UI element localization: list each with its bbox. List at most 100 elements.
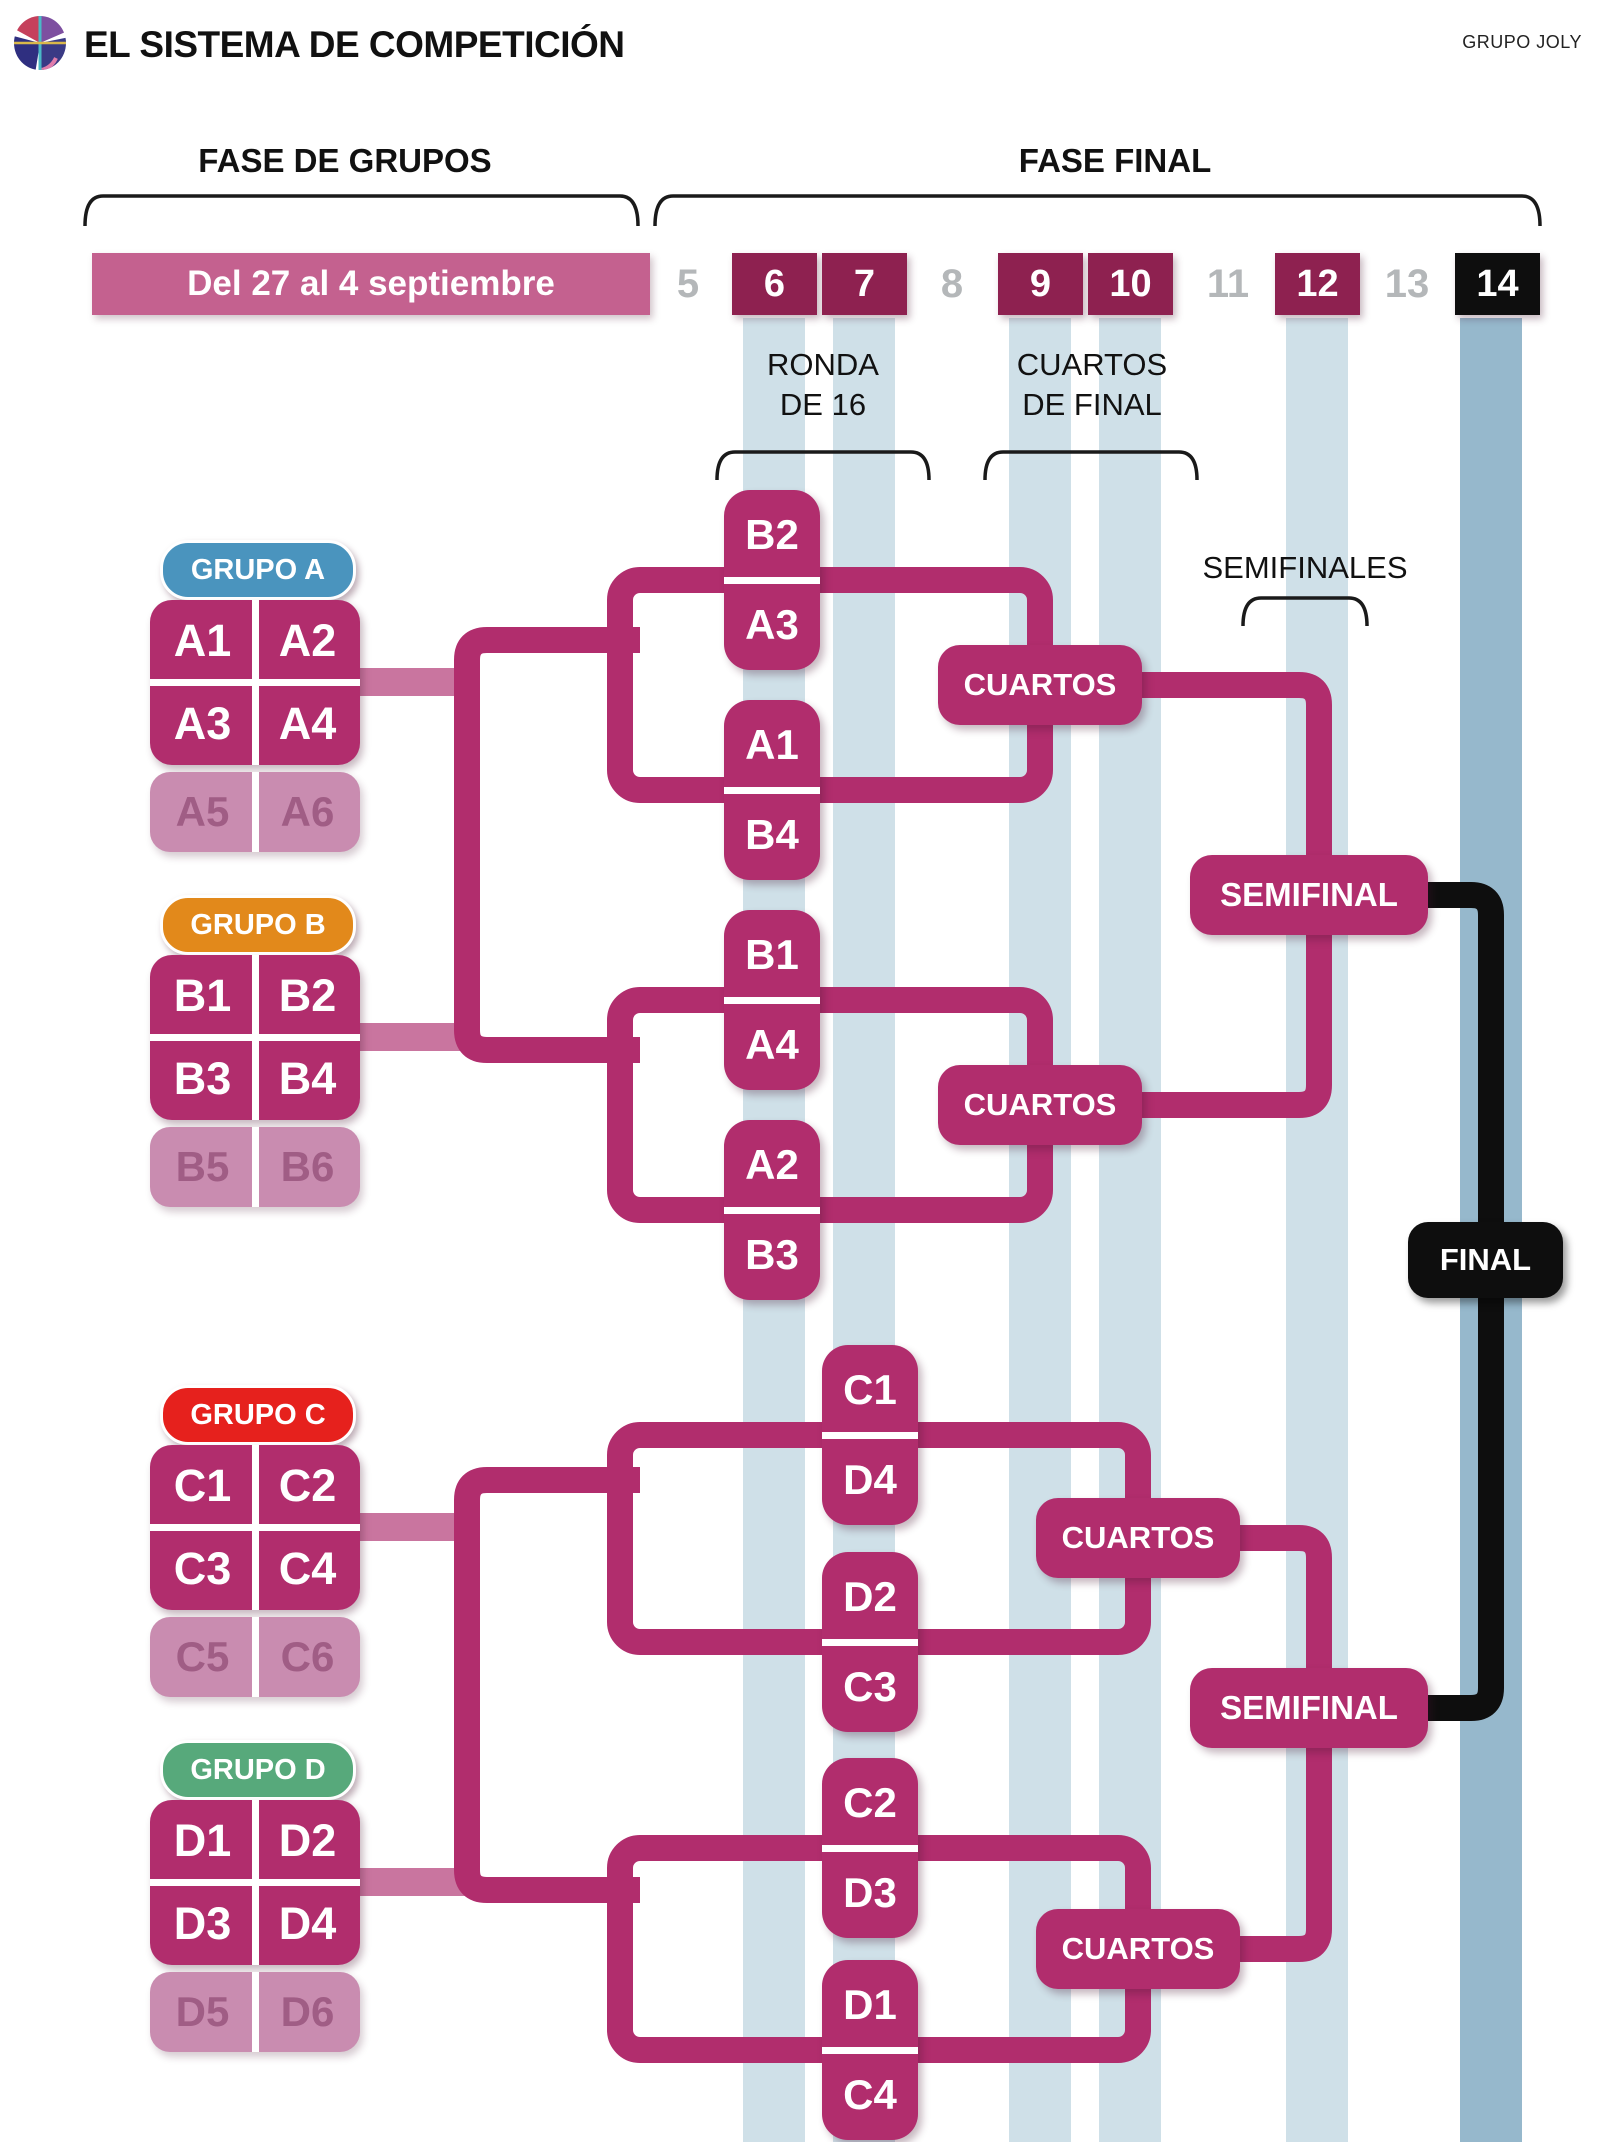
- quarterfinals-line1: CUARTOS: [1016, 347, 1168, 382]
- team-cell: B2: [278, 970, 337, 1022]
- day-8: 8: [940, 261, 964, 306]
- team-cell: B3: [173, 1052, 232, 1104]
- r16-match-5: C1 D4: [822, 1345, 918, 1525]
- grid-divider: [251, 1445, 259, 1610]
- team-cell: B4: [278, 1052, 337, 1104]
- match-divider: [724, 576, 820, 584]
- team-cell: B1: [173, 970, 232, 1022]
- phase-groups-heading: FASE DE GRUPOS: [198, 142, 492, 179]
- r16-team: A1: [745, 721, 799, 768]
- quarterfinal-node-1: CUARTOS: [938, 645, 1142, 725]
- r16-match-6: D2 C3: [822, 1552, 918, 1732]
- quarterfinal-node-4: CUARTOS: [1036, 1909, 1240, 1989]
- grid-divider: [251, 600, 259, 765]
- round-of-16-line2: DE 16: [779, 387, 867, 422]
- grid-divider: [251, 955, 259, 1120]
- semifinal-node-2: SEMIFINAL: [1190, 1668, 1428, 1748]
- match-divider: [724, 786, 820, 794]
- day-14: 14: [1455, 253, 1540, 315]
- r16-team: B1: [745, 931, 799, 978]
- eliminated-cell: A5: [175, 788, 230, 835]
- group-d-eliminated: D5 D6: [150, 1972, 360, 2052]
- day-13: 13: [1384, 261, 1430, 306]
- day-6: 6: [732, 253, 817, 315]
- group-d-box: D1 D2 D3 D4: [150, 1800, 360, 1965]
- team-cell: D1: [173, 1815, 232, 1867]
- r16-team: D1: [843, 1981, 897, 2028]
- round-of-16-line1: RONDA: [767, 347, 879, 382]
- team-cell: C3: [173, 1542, 232, 1594]
- match-divider: [822, 2046, 918, 2054]
- r16-team: B2: [745, 511, 799, 558]
- r16-team: D3: [843, 1869, 897, 1916]
- page-title: EL SISTEMA DE COMPETICIÓN: [84, 24, 625, 65]
- quarterfinals-line2: DE FINAL: [1022, 387, 1162, 422]
- match-divider: [724, 996, 820, 1004]
- r16-match-1: B2 A3: [724, 490, 820, 670]
- grid-divider: [251, 1972, 259, 2052]
- grid-divider: [251, 1800, 259, 1965]
- semifinals-label: SEMIFINALES: [1202, 550, 1408, 585]
- quarterfinals-label: CUARTOS DE FINAL: [992, 345, 1192, 425]
- r16-match-3: B1 A4: [724, 910, 820, 1090]
- r16-team: C4: [843, 2071, 897, 2118]
- match-divider: [724, 1206, 820, 1214]
- group-a-box: A1 A2 A3 A4: [150, 600, 360, 765]
- day-5: 5: [676, 261, 700, 306]
- day-11: 11: [1206, 261, 1250, 306]
- group-c-label: GRUPO C: [160, 1385, 356, 1445]
- r16-team: D4: [843, 1456, 897, 1503]
- match-divider: [822, 1844, 918, 1852]
- group-d-label: GRUPO D: [160, 1740, 356, 1800]
- team-cell: A1: [173, 615, 232, 667]
- r16-team: B3: [745, 1231, 799, 1278]
- group-b-label: GRUPO B: [160, 895, 356, 955]
- group-b-eliminated: B5 B6: [150, 1127, 360, 1207]
- team-cell: D2: [278, 1815, 337, 1867]
- r16-match-4: A2 B3: [724, 1120, 820, 1300]
- r16-match-8: D1 C4: [822, 1960, 918, 2140]
- team-cell: D3: [173, 1897, 232, 1949]
- team-cell: D4: [278, 1897, 337, 1949]
- team-cell: C2: [278, 1460, 337, 1512]
- r16-match-2: A1 B4: [724, 700, 820, 880]
- team-cell: A2: [278, 615, 337, 667]
- quarterfinal-node-3: CUARTOS: [1036, 1498, 1240, 1578]
- round-of-16-label: RONDA DE 16: [723, 345, 923, 425]
- r16-team: B4: [745, 811, 799, 858]
- team-cell: C4: [278, 1542, 337, 1594]
- group-c-box: C1 C2 C3 C4: [150, 1445, 360, 1610]
- eliminated-cell: A6: [280, 788, 335, 835]
- match-divider: [822, 1638, 918, 1646]
- r16-team: C2: [843, 1779, 897, 1826]
- grid-divider: [251, 1617, 259, 1697]
- r16-team: C3: [843, 1663, 897, 1710]
- r16-team: D2: [843, 1573, 897, 1620]
- group-a-label: GRUPO A: [160, 540, 356, 600]
- basketball-logo-icon: [14, 16, 66, 70]
- phase-final-heading: FASE FINAL: [1018, 142, 1212, 179]
- team-cell: C1: [173, 1460, 232, 1512]
- group-b-box: B1 B2 B3 B4: [150, 955, 360, 1120]
- phase-braces: [83, 194, 1542, 627]
- source-credit: GRUPO JOLY: [1462, 32, 1582, 52]
- match-divider: [822, 1431, 918, 1439]
- r16-team: C1: [843, 1366, 897, 1413]
- eliminated-cell: B6: [280, 1143, 335, 1190]
- eliminated-cell: D6: [280, 1988, 335, 2035]
- grid-divider: [251, 1127, 259, 1207]
- eliminated-cell: D5: [175, 1988, 230, 2035]
- date-banner: Del 27 al 4 septiembre: [92, 253, 650, 315]
- eliminated-cell: C6: [280, 1633, 335, 1680]
- r16-match-7: C2 D3: [822, 1758, 918, 1938]
- day-7: 7: [822, 253, 907, 315]
- eliminated-cell: C5: [175, 1633, 230, 1680]
- r16-team: A3: [745, 601, 799, 648]
- grid-divider: [251, 772, 259, 852]
- final-node: FINAL: [1408, 1222, 1563, 1298]
- r16-team: A2: [745, 1141, 799, 1188]
- semifinal-node-1: SEMIFINAL: [1190, 855, 1428, 935]
- day-12: 12: [1275, 253, 1360, 315]
- r16-team: A4: [745, 1021, 799, 1068]
